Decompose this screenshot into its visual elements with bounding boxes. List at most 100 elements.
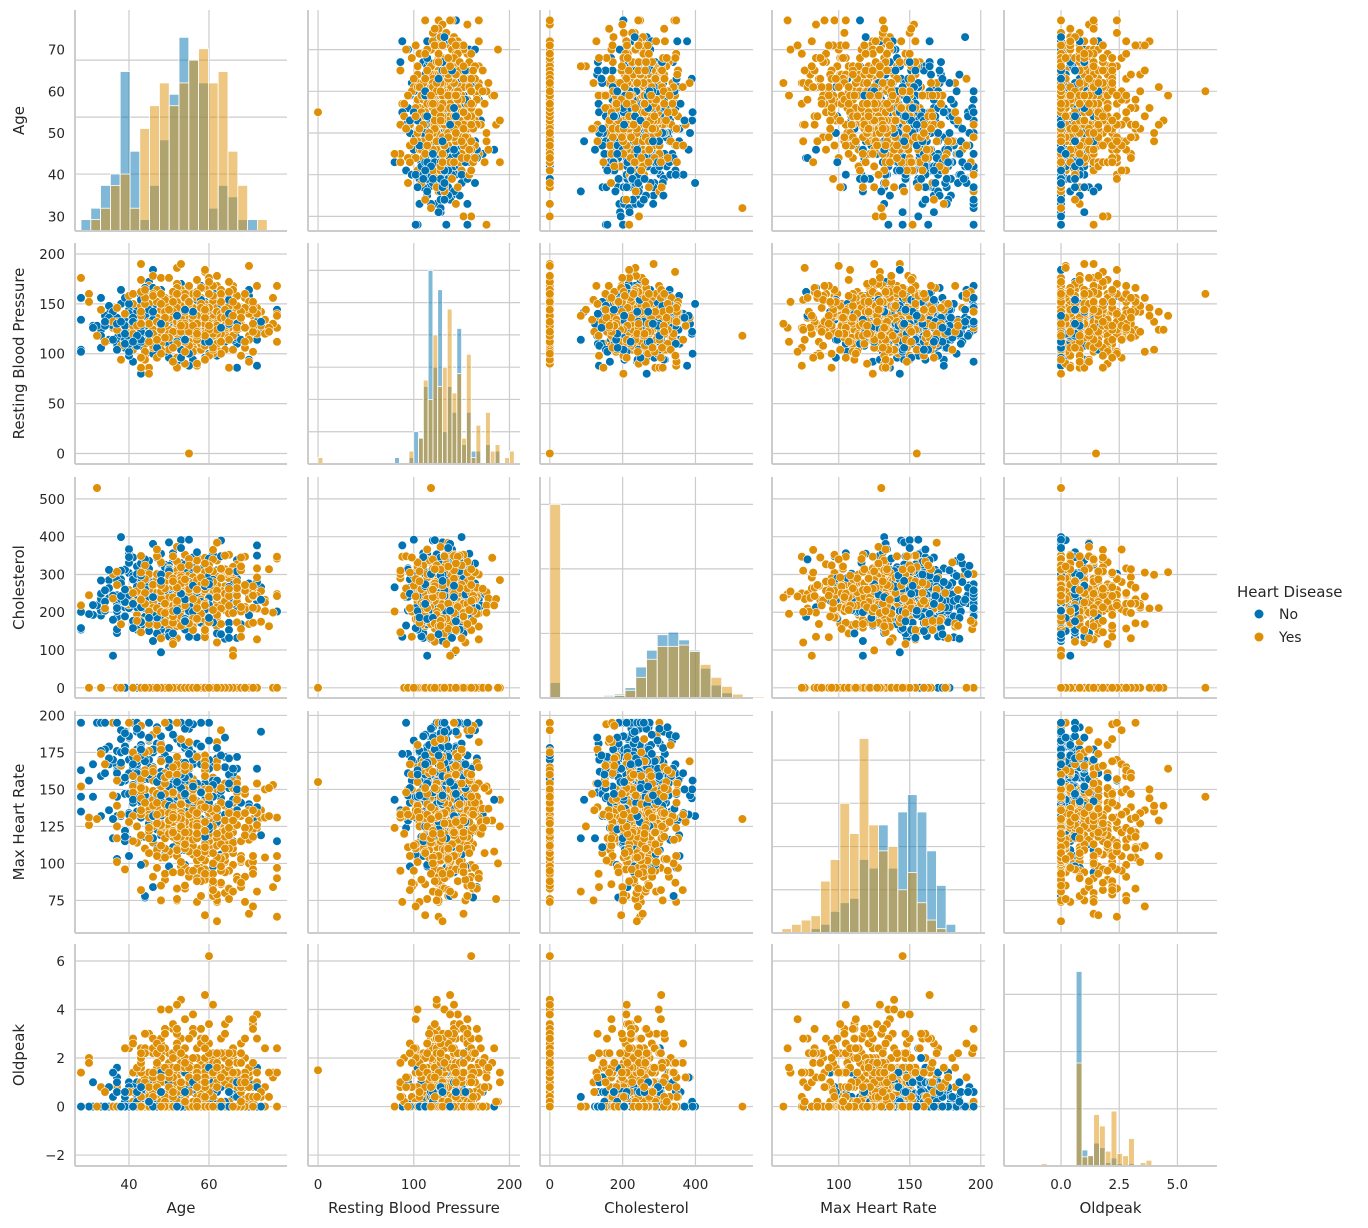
scatter-point-yes: [244, 261, 254, 271]
scatter-point-yes: [798, 136, 808, 146]
scatter-point-no: [1056, 165, 1066, 176]
scatter-point-yes: [136, 307, 146, 317]
scatter-point-no: [929, 207, 939, 217]
scatter-point-yes: [630, 103, 641, 113]
scatter-point-yes: [644, 182, 654, 192]
scatter-point-yes: [869, 161, 879, 171]
scatter-point-yes: [414, 124, 425, 134]
scatter-point-yes: [604, 24, 614, 34]
scatter-point-yes: [634, 40, 644, 51]
scatter-point-yes: [453, 182, 463, 192]
scatter-point-yes: [1084, 136, 1094, 146]
scatter-point-yes: [144, 337, 154, 347]
scatter-point-yes: [545, 165, 555, 176]
scatter-point-no: [672, 36, 682, 46]
scatter-point-yes: [929, 195, 939, 205]
scatter-point-yes: [216, 297, 226, 307]
scatter-point-no: [968, 95, 979, 105]
scatter-point-no: [685, 128, 695, 138]
scatter-point-yes: [802, 95, 813, 105]
scatter-point-yes: [896, 36, 906, 46]
scatter-point-yes: [451, 199, 461, 209]
scatter-point-no: [926, 69, 936, 80]
hist-bar-yes: [422, 379, 429, 465]
scatter-point-yes: [608, 132, 618, 142]
scatter-point-no: [678, 170, 689, 180]
scatter-point-yes: [617, 19, 627, 30]
scatter-point-yes: [1070, 195, 1080, 205]
scatter-point-no: [923, 220, 933, 230]
scatter-point-yes: [829, 140, 840, 151]
scatter-point-yes: [545, 15, 555, 25]
hist-bar-yes: [198, 48, 209, 232]
scatter-point-yes: [838, 53, 848, 63]
scatter-point-yes: [481, 136, 492, 146]
scatter-point-yes: [466, 99, 476, 109]
scatter-point-no: [439, 32, 450, 42]
scatter-point-yes: [1098, 211, 1108, 221]
scatter-point-no: [437, 136, 448, 146]
scatter-point-yes: [462, 19, 473, 30]
scatter-point-yes: [1056, 82, 1066, 92]
scatter-point-yes: [403, 178, 413, 188]
scatter-point-no: [942, 174, 952, 184]
scatter-point-no: [470, 178, 480, 188]
scatter-point-yes: [670, 267, 680, 277]
scatter-point-no: [619, 120, 629, 130]
scatter-point-yes: [76, 273, 86, 283]
scatter-point-yes: [240, 337, 250, 347]
scatter-point-yes: [882, 49, 892, 59]
scatter-point-yes: [880, 140, 891, 151]
scatter-point-yes: [633, 15, 643, 25]
scatter-point-yes: [409, 136, 419, 146]
scatter-point-yes: [831, 74, 841, 84]
scatter-point-yes: [878, 78, 888, 88]
scatter-point-yes: [1084, 74, 1094, 84]
scatter-point-yes: [428, 99, 438, 109]
scatter-point-no: [939, 107, 949, 117]
scatter-point-no: [1070, 111, 1080, 121]
scatter-point-no: [124, 347, 134, 357]
scatter-point-no: [462, 220, 473, 230]
hist-bar-yes: [90, 219, 102, 232]
scatter-point-no: [576, 186, 586, 196]
scatter-point-no: [256, 317, 266, 327]
scatter-point-yes: [545, 86, 555, 96]
scatter-point-yes: [1163, 90, 1173, 101]
scatter-point-yes: [136, 363, 146, 373]
scatter-point-no: [108, 335, 118, 345]
scatter-point-yes: [458, 124, 469, 134]
y-axis-label-age: Age: [10, 106, 28, 135]
scatter-point-yes: [587, 124, 597, 134]
scatter-point-no: [252, 361, 262, 371]
y-axis-label-resting-blood-pressure: Resting Blood Pressure: [10, 268, 28, 440]
scatter-point-yes: [592, 136, 603, 146]
scatter-point-no: [144, 329, 154, 339]
scatter-point-no: [639, 174, 650, 184]
scatter-point-no: [188, 307, 198, 317]
scatter-point-yes: [420, 74, 430, 84]
scatter-point-yes: [1088, 36, 1099, 46]
scatter-point-yes: [128, 289, 138, 299]
scatter-point-no: [411, 220, 421, 230]
scatter-point-yes: [606, 74, 617, 84]
scatter-point-yes: [644, 49, 654, 59]
scatter-point-yes: [481, 220, 492, 230]
scatter-point-yes: [172, 289, 182, 299]
scatter-point-yes: [144, 319, 154, 329]
scatter-point-yes: [656, 157, 666, 167]
y-tick-label: 200: [39, 247, 65, 263]
scatter-point-yes: [628, 120, 639, 130]
scatter-point-yes: [1061, 53, 1071, 63]
scatter-point-no: [76, 293, 86, 303]
scatter-point-yes: [437, 149, 448, 159]
scatter-point-yes: [888, 90, 898, 101]
scatter-point-yes: [636, 165, 646, 176]
scatter-point-no: [900, 111, 911, 121]
y-tick-label: 40: [48, 168, 65, 184]
scatter-point-yes: [236, 351, 246, 361]
hist-bar-yes: [461, 437, 467, 465]
scatter-point-yes: [478, 65, 488, 76]
scatter-point-yes: [1061, 111, 1071, 121]
scatter-point-yes: [862, 99, 872, 109]
